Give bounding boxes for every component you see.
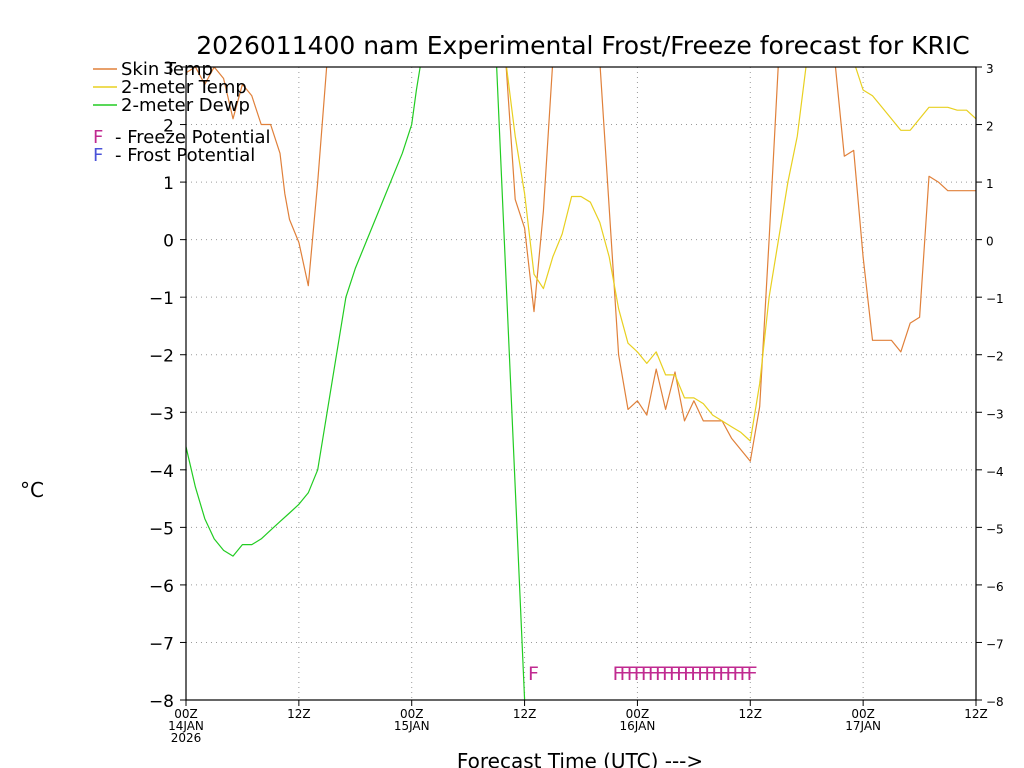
x-tick-date: 14JAN: [168, 719, 204, 733]
y-tick-label-right: −5: [986, 522, 1004, 536]
freeze-potential-mark: F: [740, 663, 751, 685]
y-tick-label-left: 0: [163, 232, 174, 252]
legend-frost-label: - Frost Potential: [115, 145, 255, 166]
freeze-potential-mark: F: [718, 663, 729, 685]
freeze-potential-mark: F: [634, 663, 645, 685]
x-tick-date: 17JAN: [845, 719, 881, 733]
freeze-potential-mark: F: [627, 663, 638, 685]
grid-lines: [186, 67, 976, 700]
plot-area: [186, 67, 976, 700]
series-line-2-meter-dewp: [186, 67, 526, 700]
x-tick-label: 00Z: [174, 707, 198, 721]
y-tick-label-left: −2: [149, 347, 174, 367]
x-tick-date: 16JAN: [620, 719, 656, 733]
y-tick-label-right: −7: [986, 637, 1004, 651]
y-tick-label-right: −2: [986, 350, 1004, 364]
series-line-skin-temp: [186, 67, 976, 462]
y-axis-label: °C: [20, 478, 44, 502]
freeze-potential-mark: F: [676, 663, 687, 685]
freeze-potential-mark: F: [655, 663, 666, 685]
y-tick-label-right: 2: [986, 120, 994, 134]
y-tick-label-left: −7: [149, 634, 174, 654]
x-tick-label: 12Z: [964, 707, 988, 721]
x-tick-label: 00Z: [626, 707, 650, 721]
freeze-potential-mark: F: [690, 663, 701, 685]
x-tick-year: 2026: [171, 731, 202, 745]
x-tick-label: 12Z: [513, 707, 537, 721]
x-tick-label: 00Z: [851, 707, 875, 721]
axes: 3 3 2 2 1 1 0 0 −1 −1 −2 −2 −3 −3 −4 −4 −5 −5 −6 −6 −7 −7 −8 −8…: [149, 59, 1004, 745]
freeze-potential-mark: F: [697, 663, 708, 685]
y-tick-label-left: −5: [149, 519, 174, 539]
freeze-potential-mark: F: [669, 663, 680, 685]
freeze-potential-mark: F: [683, 663, 694, 685]
chart-title: 2026011400 nam Experimental Frost/Freeze…: [196, 31, 969, 60]
series-line-2-meter-temp: [505, 67, 976, 442]
y-tick-label-right: −6: [986, 580, 1004, 594]
legend-freeze-label: - Freeze Potential: [115, 127, 271, 148]
y-tick-label-left: −6: [149, 577, 174, 597]
freeze-potential-mark: F: [704, 663, 715, 685]
y-tick-label-right: −8: [986, 695, 1004, 709]
x-axis-label: Forecast Time (UTC) --->: [457, 749, 703, 768]
y-tick-label-left: −8: [149, 692, 174, 712]
x-tick-label: 12Z: [287, 707, 311, 721]
x-tick-label: 00Z: [400, 707, 424, 721]
legend-label: Skin Temp: [121, 59, 213, 80]
y-tick-label-right: 1: [986, 177, 994, 191]
plot-frame: [185, 66, 977, 701]
y-tick-label-right: −1: [986, 292, 1004, 306]
y-tick-label-left: −1: [149, 289, 174, 309]
freeze-potential-mark: F: [648, 663, 659, 685]
freeze-potential-mark: F: [747, 663, 758, 685]
freeze-potential-mark: F: [733, 663, 744, 685]
y-tick-label-right: 0: [986, 235, 994, 249]
legend-frost-symbol: F: [93, 145, 103, 166]
freeze-potential-mark: F: [662, 663, 673, 685]
y-tick-label-left: 1: [163, 174, 174, 194]
y-tick-label-right: −4: [986, 465, 1004, 479]
legend-label: 2-meter Dewp: [121, 95, 250, 116]
x-tick-date: 15JAN: [394, 719, 430, 733]
y-tick-label-right: 3: [986, 62, 994, 76]
legend-label: 2-meter Temp: [121, 77, 247, 98]
freeze-potential-mark: F: [613, 663, 624, 685]
y-tick-label-right: −3: [986, 407, 1004, 421]
freeze-potential-mark: F: [725, 663, 736, 685]
legend-freeze-symbol: F: [93, 127, 103, 148]
y-tick-label-left: 2: [163, 117, 174, 137]
freeze-potential-mark: F: [711, 663, 722, 685]
freeze-potential-mark: F: [641, 663, 652, 685]
y-tick-label-left: −3: [149, 404, 174, 424]
freeze-potential-mark: F: [620, 663, 631, 685]
x-tick-label: 12Z: [739, 707, 763, 721]
y-tick-label-left: −4: [149, 462, 174, 482]
freeze-potential-mark: F: [528, 663, 539, 685]
y-tick-label-left: 3: [163, 59, 174, 79]
